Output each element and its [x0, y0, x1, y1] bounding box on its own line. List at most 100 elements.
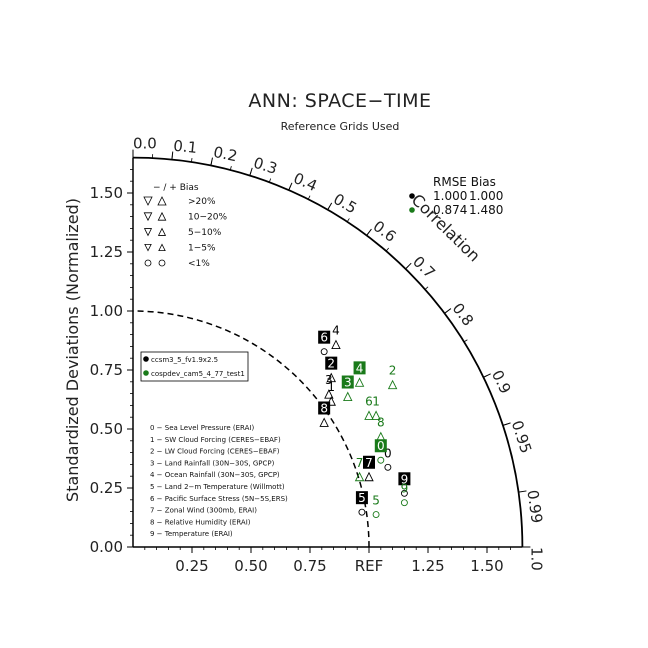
data-point: 9: [398, 472, 411, 497]
bias-legend-label: 1−5%: [188, 244, 216, 254]
point-marker-triangle: [326, 372, 336, 383]
corr-tick-label: 0.1: [172, 137, 198, 157]
point-label: 3: [344, 376, 352, 390]
corr-tick-label: 0.99: [523, 489, 546, 525]
data-point: 0: [384, 446, 392, 471]
point-label: 1: [372, 394, 380, 408]
point-marker-triangle: [387, 379, 398, 390]
x-tick-label: 0.50: [234, 557, 267, 575]
point-label-box: [318, 330, 331, 344]
point-label: 9: [401, 472, 409, 486]
point-marker-triangle: [364, 410, 374, 420]
variable-legend-item: 9 − Temperature (ERAI): [150, 530, 233, 538]
point-marker-triangle: [364, 471, 374, 482]
x-tick-label: 1.25: [411, 557, 444, 575]
point-label: 7: [365, 456, 373, 470]
data-point: 3: [341, 375, 354, 401]
data-point: 8: [376, 416, 386, 442]
data-point: 6: [318, 330, 331, 356]
point-label-box: [363, 455, 375, 469]
bias-value: 1.000: [469, 189, 503, 203]
bias-legend-circle-pos: [158, 259, 166, 267]
point-label: 8: [320, 401, 328, 415]
variable-legend-item: 7 − Zonal Wind (300mb, ERAI): [150, 507, 257, 515]
corr-minor-tick: [288, 186, 291, 191]
corr-tick-label: 0.2: [212, 143, 239, 165]
corr-minor-tick: [327, 206, 331, 210]
case-legend-dot: [143, 370, 149, 376]
point-label: 2: [389, 364, 397, 378]
point-marker-triangle: [343, 391, 353, 401]
rmse-value: 0.874: [433, 203, 467, 217]
variable-legend-item: 0 − Sea Level Pressure (ERAI): [150, 424, 254, 432]
point-label: 1: [327, 380, 335, 394]
point-label: 5: [372, 494, 380, 508]
variable-legend-item: 3 − Land Rainfall (30N−30S, GPCP): [150, 459, 275, 467]
outer-arc: [132, 156, 524, 548]
point-marker-triangle: [326, 396, 336, 406]
point-marker-triangle: [371, 410, 381, 420]
case-legend-box: [140, 351, 249, 382]
variable-legend-item: 1 − SW Cloud Forcing (CERES−EBAF): [150, 436, 281, 444]
variable-legend-item: 8 − Relative Humidity (ERAI): [150, 518, 251, 526]
y-tick-label: 1.50: [90, 184, 123, 202]
chart-subtitle: Reference Grids Used: [281, 120, 400, 133]
bias-value: 1.480: [469, 203, 503, 217]
corr-minor-tick: [307, 195, 311, 200]
data-point: 9: [400, 482, 408, 507]
corr-minor-tick: [366, 232, 370, 236]
corr-minor-tick: [229, 165, 232, 171]
bias-legend-circle-neg: [144, 259, 152, 267]
corr-tick-label: 1.0: [527, 547, 545, 571]
corr-tick-label: 0.95: [508, 418, 536, 455]
x-tick-label: REF: [355, 557, 384, 575]
point-marker-circle: [400, 499, 408, 507]
point-label: 8: [377, 416, 385, 430]
x-tick-label: 0.25: [175, 557, 208, 575]
corr-minor-tick: [502, 423, 507, 426]
data-point: 0: [374, 439, 387, 464]
point-label: 0: [384, 446, 392, 460]
variable-legend-item: 2 − LW Cloud Forcing (CERES−EBAF): [150, 448, 280, 456]
bias-legend-up-triangle: [157, 211, 167, 221]
point-label: 3: [325, 373, 333, 387]
y-tick-label: 1.00: [90, 302, 123, 320]
rmse-value: 1.000: [433, 189, 467, 203]
point-label-box: [318, 401, 331, 415]
data-point: 8: [318, 401, 331, 427]
point-label: 6: [320, 331, 328, 345]
point-marker-circle: [384, 463, 392, 471]
data-point: 1: [371, 394, 381, 420]
corr-minor-tick: [463, 339, 468, 343]
bias-legend-down-triangle: [143, 212, 153, 222]
point-marker-triangle: [354, 471, 365, 482]
point-marker-circle: [372, 511, 380, 518]
chart-title: ANN: SPACE−TIME: [248, 90, 431, 112]
data-point: 7: [363, 455, 375, 482]
corr-minor-tick: [210, 161, 213, 166]
bias-legend-down-triangle: [143, 196, 153, 206]
corr-tick-mark: [518, 490, 527, 493]
point-marker-circle: [320, 348, 328, 356]
data-point: 4: [353, 361, 366, 387]
data-point: 5: [372, 494, 380, 518]
point-label: 7: [356, 456, 364, 470]
corr-minor-tick: [424, 286, 429, 290]
point-label: 2: [327, 357, 335, 371]
bias-legend-down-triangle: [144, 243, 152, 252]
x-tick-label: 1.50: [470, 557, 503, 575]
data-point: 3: [324, 373, 334, 399]
corr-minor-tick: [385, 247, 390, 252]
variable-legend-item: 4 − Ocean Rainfall (30N−30S, GPCP): [150, 471, 280, 479]
bias-legend-label: 5−10%: [188, 228, 222, 238]
bias-legend-up-triangle: [158, 243, 166, 252]
point-marker-circle: [400, 489, 408, 497]
y-axis-label: Standardized Deviations (Normalized): [63, 198, 82, 502]
point-marker-circle: [358, 508, 366, 516]
point-marker-circle: [377, 456, 385, 464]
point-marker-triangle: [319, 417, 329, 427]
bias-legend-up-triangle: [157, 227, 167, 236]
data-point: 2: [325, 356, 338, 383]
